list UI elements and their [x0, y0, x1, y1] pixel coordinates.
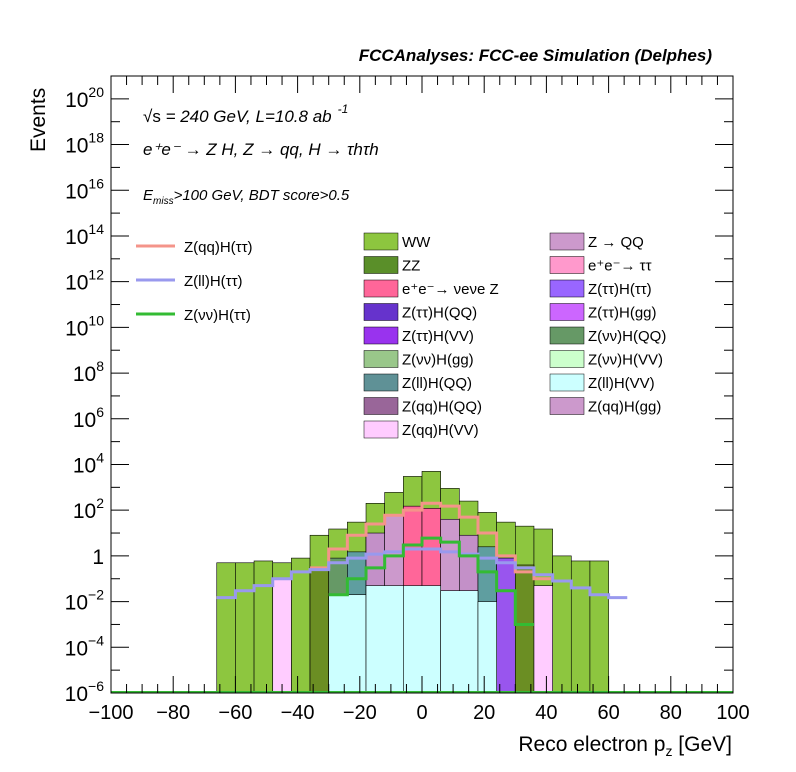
y-tick-label: 1018 [65, 130, 104, 158]
legend-swatch [549, 232, 585, 251]
y-tick-label: 1016 [65, 175, 104, 203]
x-tick-label: 100 [716, 702, 749, 724]
cyan-bin [477, 601, 497, 694]
inner-bin [309, 567, 330, 694]
legend-label: Z(ττ)H(QQ) [402, 305, 477, 322]
legend-label: Z(ττ)H(ττ) [588, 281, 652, 298]
legend-swatch [363, 326, 399, 345]
series-line [310, 501, 553, 581]
legend-label: Z(qq)H(VV) [402, 422, 479, 439]
legend: Z(qq)H(ττ) Z(ll)H(ττ) Z(νν)H(ττ) WW ZZ e⁺e⁻→ … [136, 232, 666, 439]
cyan-bin [440, 590, 479, 694]
stack-bin [216, 562, 236, 694]
inner-bin [272, 578, 292, 694]
series-line [216, 547, 628, 600]
axis-ticks [110, 75, 734, 694]
legend-label: Z → QQ [588, 234, 644, 251]
y-tick-label: 10−6 [65, 678, 105, 706]
x-tick-label: −40 [281, 702, 315, 724]
legend-swatch [363, 279, 399, 298]
legend-swatch [549, 326, 585, 345]
cut-annotation: Emiss>100 GeV, BDT score>0.5 [143, 187, 350, 207]
x-tick-label: 0 [416, 702, 427, 724]
legend-swatch [549, 256, 585, 274]
y-tick-label: 1012 [65, 267, 104, 295]
legend-line-label: Z(qq)H(ττ) [184, 239, 253, 256]
y-tick-label: 106 [73, 404, 104, 432]
stack-bin [552, 555, 572, 694]
y-tick-label: 1 [92, 546, 104, 569]
x-tick-labels: −100 −80 −60 −40 −20 0 20 40 60 80 100 [88, 702, 749, 724]
y-tick-labels: 10−6 10−4 10−2 1 102 104 106 108 1010 1012 1014 101… [65, 84, 105, 706]
legend-swatch [549, 397, 585, 415]
legend-label: Z(ll)H(QQ) [402, 375, 472, 392]
legend-swatch [363, 303, 399, 321]
legend-label: Z(νν)H(gg) [402, 352, 474, 369]
legend-swatch [549, 350, 585, 368]
legend-label: e⁺e⁻→ νeνe Z [402, 281, 499, 298]
legend-label: Z(ττ)H(gg) [588, 305, 657, 322]
histogram-bins [216, 471, 609, 694]
legend-swatch [363, 420, 399, 439]
x-tick-label: 60 [597, 702, 619, 724]
legend-label: ZZ [402, 258, 420, 275]
x-tick-label: 20 [473, 702, 495, 724]
legend-label: WW [402, 234, 431, 251]
x-axis-title: Reco electron pz [GeV] [518, 733, 732, 759]
legend-swatch [363, 397, 399, 415]
x-tick-label: 80 [660, 702, 682, 724]
legend-swatch [363, 256, 399, 274]
x-tick-label: −60 [218, 702, 252, 724]
legend-label: e⁺e⁻→ ττ [588, 258, 652, 275]
cyan-bin [403, 585, 441, 694]
stack-bin [235, 562, 255, 694]
series-line [328, 536, 534, 626]
cyan-bin [328, 594, 367, 694]
stack-bin [570, 560, 591, 694]
legend-line-label: Z(νν)H(ττ) [184, 307, 251, 324]
y-tick-label: 102 [73, 495, 104, 523]
x-tick-label: 40 [535, 702, 557, 724]
inner-bin [533, 585, 553, 694]
inner-bin [496, 557, 516, 694]
stack-bin [589, 560, 609, 694]
y-tick-label: 1020 [65, 84, 104, 112]
stack-bin [253, 560, 274, 694]
legend-label: Z(qq)H(QQ) [402, 399, 482, 416]
legend-swatch [363, 350, 399, 368]
legend-swatch [549, 373, 585, 392]
legend-swatch [363, 232, 399, 251]
x-tick-label: −100 [88, 702, 133, 724]
x-tick-label: −80 [156, 702, 190, 724]
legend-swatch [549, 303, 585, 321]
legend-line-label: Z(ll)H(ττ) [184, 273, 243, 290]
legend-label: Z(qq)H(gg) [588, 399, 661, 416]
legend-swatch [363, 373, 399, 392]
y-axis-title: Events [27, 88, 50, 152]
legend-label: Z(νν)H(QQ) [588, 328, 666, 345]
inner-bin [514, 564, 535, 694]
y-tick-label: 1014 [65, 221, 104, 249]
legend-label: Z(ττ)H(VV) [402, 328, 474, 345]
legend-label: Z(νν)H(VV) [588, 352, 663, 369]
energy-annotation: √s = 240 GeV, L=10.8 ab -1 [143, 102, 348, 126]
legend-swatch [549, 279, 585, 298]
process-annotation: e⁺e⁻ → Z H, Z → qq, H → τhτh [143, 140, 379, 159]
cyan-bin [365, 585, 404, 694]
chart-title: FCCAnalyses: FCC-ee Simulation (Delphes) [359, 46, 713, 65]
legend-label: Z(ll)H(VV) [588, 375, 655, 392]
y-tick-label: 104 [73, 449, 104, 477]
x-tick-label: −20 [343, 702, 377, 724]
stack-bin [291, 557, 311, 694]
y-tick-label: 10−4 [65, 632, 105, 660]
y-tick-label: 10−2 [65, 587, 105, 615]
y-tick-label: 1010 [65, 312, 104, 340]
y-tick-label: 108 [73, 358, 104, 386]
